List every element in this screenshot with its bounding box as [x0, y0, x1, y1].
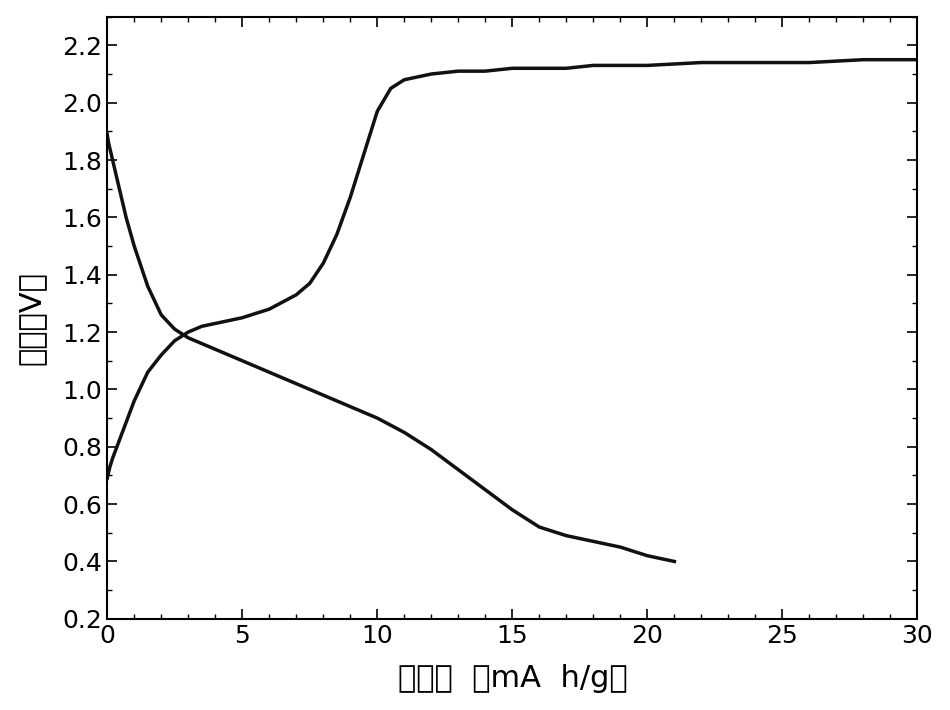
Y-axis label: 电压（V）: 电压（V）: [17, 271, 46, 365]
X-axis label: 比容量  （mA  h/g）: 比容量 （mA h/g）: [397, 665, 627, 694]
